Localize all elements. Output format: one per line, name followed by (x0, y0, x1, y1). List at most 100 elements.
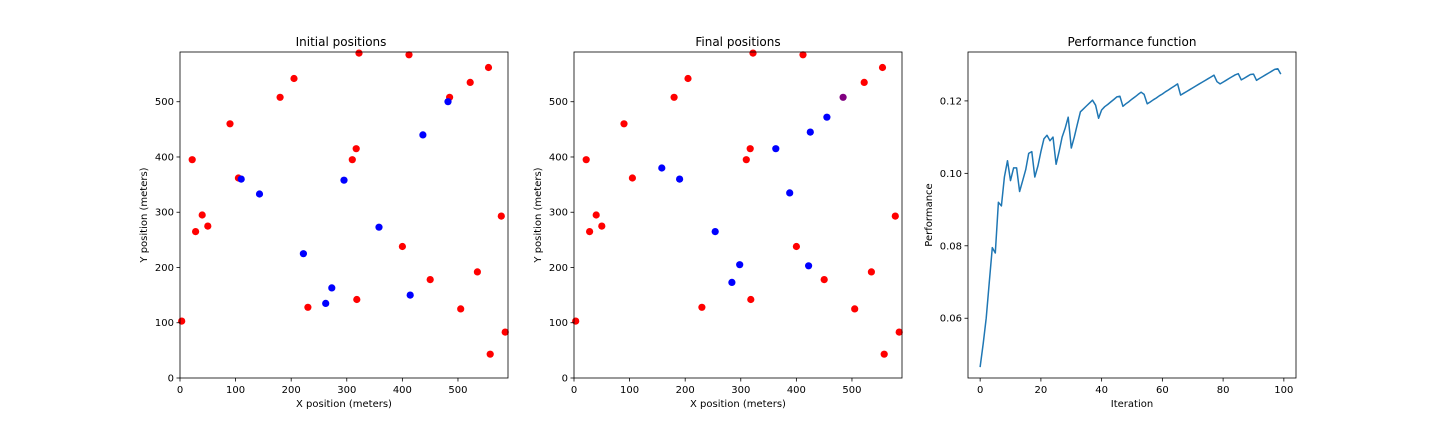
final-point-s1-3 (728, 278, 736, 286)
final-point-s1-5 (772, 145, 780, 153)
initial-point-s1-3 (322, 299, 330, 307)
final-point-s1-7 (805, 262, 813, 270)
final-point-s0-0 (582, 156, 590, 164)
final-point-s0-11 (747, 295, 755, 304)
final-axes-frame (573, 51, 903, 379)
initial-x-tick-label-4: 400 (393, 385, 412, 396)
initial-point-s1-4 (328, 284, 336, 292)
performance-line-series-0 (979, 67, 1282, 368)
final-positions-title: Final positions (695, 35, 780, 49)
initial-point-s1-9 (444, 98, 452, 106)
initial-positions-panel: Initial positions 0 100 200 300 400 500 0 100 20… (139, 35, 509, 410)
performance-x-axis-label: Iteration (1111, 399, 1153, 410)
initial-y-axis-label: Y position (meters) (139, 167, 150, 263)
initial-point-s0-8 (304, 303, 312, 311)
initial-point-s0-14 (405, 51, 413, 59)
final-point-s0-23 (572, 317, 580, 325)
initial-point-s0-20 (484, 63, 493, 72)
initial-y-tick-label-0: 0 (168, 374, 174, 385)
initial-axes-frame (179, 51, 509, 379)
initial-point-s0-12 (355, 49, 363, 57)
performance-axes-layer: 0 20 40 60 80 100 0.06 0.08 0.10 0.12 (940, 51, 1297, 396)
final-point-s0-14 (799, 51, 807, 59)
initial-point-s0-0 (188, 156, 196, 164)
initial-point-s0-13 (398, 242, 406, 251)
initial-points-layer (178, 49, 509, 358)
performance-x-tick-label-4: 80 (1217, 385, 1230, 396)
final-y-axis-label: Y position (meters) (533, 167, 544, 263)
performance-x-tick-label-5: 100 (1274, 385, 1293, 396)
final-point-s0-19 (878, 63, 887, 72)
initial-y-tick-label-5: 500 (155, 97, 174, 108)
final-point-s0-15 (820, 276, 828, 284)
performance-y-tick-label-0: 0.06 (940, 314, 962, 325)
initial-y-tick-label-4: 400 (155, 152, 174, 163)
final-y-tick-label-0: 0 (562, 374, 568, 385)
final-positions-panel: Final positions 0 100 200 300 400 500 0 100 200 3… (533, 35, 903, 410)
final-y-tick-label-3: 300 (549, 208, 568, 219)
performance-y-tick-label-3: 0.12 (940, 96, 962, 107)
initial-point-s1-2 (299, 250, 307, 258)
final-point-s0-9 (742, 156, 750, 164)
final-point-s0-4 (620, 120, 628, 128)
final-point-s0-12 (749, 49, 757, 57)
initial-point-s0-3 (204, 222, 212, 230)
final-point-s0-20 (880, 350, 888, 358)
final-point-s0-17 (860, 78, 868, 86)
initial-axes-layer: 0 100 200 300 400 500 0 100 200 300 400 500 (155, 51, 509, 396)
initial-point-s0-15 (426, 276, 434, 284)
initial-point-s1-7 (406, 291, 414, 299)
performance-title: Performance function (1068, 35, 1197, 49)
final-x-axis-label: X position (meters) (690, 399, 786, 410)
final-x-tick-label-0: 0 (571, 385, 577, 396)
final-point-s0-2 (592, 211, 600, 219)
final-axes-layer: 0 100 200 300 400 500 0 100 200 300 400 500 (549, 51, 903, 396)
initial-point-s1-6 (375, 223, 383, 231)
performance-x-tick-label-0: 0 (977, 385, 983, 396)
final-x-tick-label-3: 300 (731, 385, 750, 396)
final-y-tick-label-2: 200 (549, 263, 568, 274)
final-point-s0-16 (851, 305, 859, 313)
initial-point-s1-5 (340, 176, 348, 184)
performance-y-tick-label-2: 0.10 (940, 169, 962, 180)
initial-point-s0-11 (353, 295, 361, 304)
performance-panel: Performance function 0 20 40 60 80 100 0.06 0.0… (924, 35, 1297, 410)
initial-point-s1-0 (237, 175, 245, 183)
initial-point-s0-4 (226, 120, 234, 128)
performance-y-tick-label-1: 0.08 (940, 241, 962, 252)
initial-point-s0-1 (192, 228, 200, 236)
initial-x-tick-label-2: 200 (282, 385, 301, 396)
final-point-s1-8 (806, 128, 814, 136)
final-point-s0-3 (598, 222, 606, 230)
initial-y-tick-label-2: 200 (155, 263, 174, 274)
initial-point-s0-9 (348, 156, 356, 164)
final-point-s0-7 (684, 74, 692, 83)
initial-x-tick-label-1: 100 (226, 385, 245, 396)
initial-point-s0-10 (352, 145, 360, 153)
final-x-tick-label-2: 200 (676, 385, 695, 396)
final-point-s1-6 (786, 189, 794, 197)
initial-point-s1-8 (419, 131, 427, 139)
initial-y-tick-label-1: 100 (155, 318, 174, 329)
final-point-s0-8 (698, 303, 706, 311)
initial-point-s0-21 (486, 350, 494, 358)
final-point-s0-10 (746, 145, 754, 153)
final-point-s0-6 (670, 93, 678, 101)
initial-point-s0-2 (198, 211, 206, 219)
performance-axes-frame (967, 51, 1297, 379)
final-point-s1-2 (711, 228, 719, 236)
final-y-tick-label-1: 100 (549, 318, 568, 329)
performance-x-tick-label-3: 60 (1156, 385, 1169, 396)
performance-x-tick-label-1: 20 (1035, 385, 1048, 396)
final-point-s0-22 (895, 328, 903, 336)
final-x-tick-label-4: 400 (787, 385, 806, 396)
final-point-s0-21 (891, 212, 899, 220)
final-point-s1-9 (823, 113, 831, 121)
initial-point-s1-1 (255, 190, 264, 198)
performance-x-tick-label-2: 40 (1095, 385, 1108, 396)
initial-point-s0-19 (473, 268, 481, 276)
initial-point-s0-7 (290, 74, 298, 83)
final-point-s0-13 (792, 242, 801, 251)
performance-line-layer (979, 67, 1282, 368)
